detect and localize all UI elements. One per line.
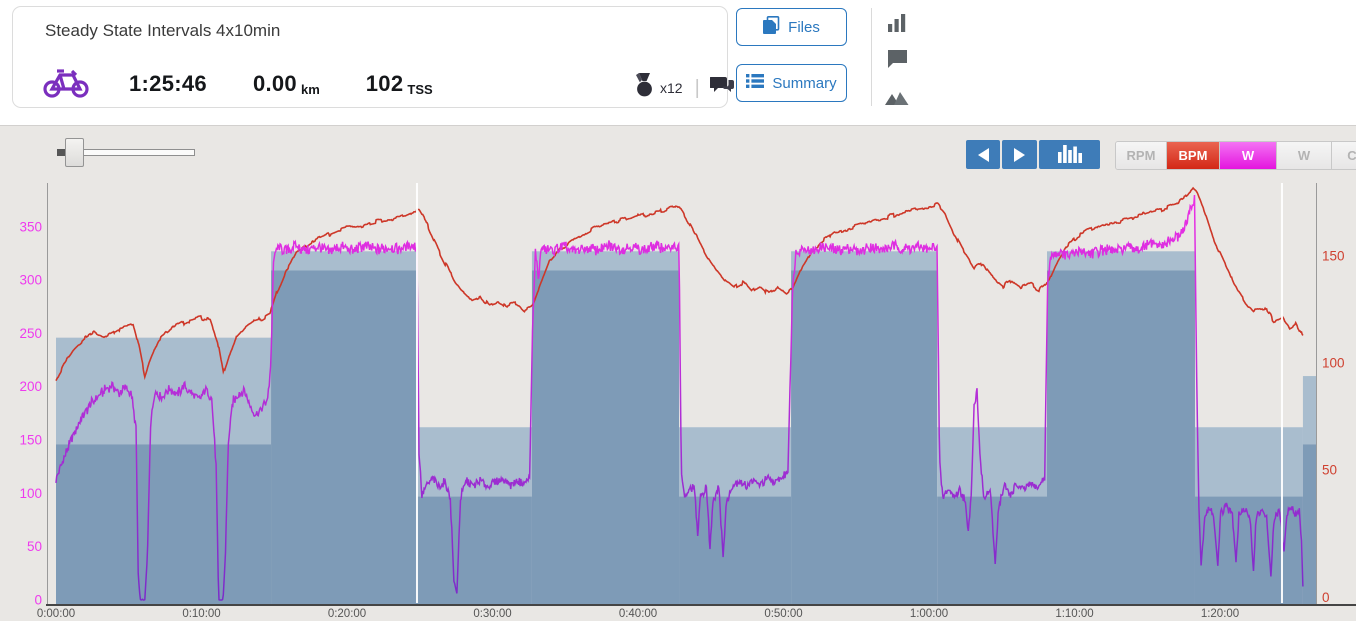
hr-axis-tick: 50 [1322, 463, 1337, 478]
comments-icon[interactable] [708, 76, 735, 100]
completion-badge: x12 | [635, 73, 735, 103]
planned-range-band [1302, 376, 1316, 445]
chart-bars-icon[interactable] [884, 10, 910, 36]
tss-value: 102 [365, 71, 404, 96]
files-icon [763, 16, 780, 38]
time-axis-tick: 1:10:00 [1055, 608, 1093, 620]
summary-button-label: Summary [772, 74, 837, 92]
files-button[interactable]: Files [736, 8, 847, 46]
time-axis-tick: 0:20:00 [328, 608, 366, 620]
planned-block [1047, 270, 1195, 604]
power-axis-tick: 200 [19, 379, 42, 394]
planned-block [271, 270, 417, 604]
duration-value: 1:25:46 [129, 71, 207, 96]
scroll-right-button[interactable] [1002, 140, 1037, 169]
time-axis-tick: 0:30:00 [473, 608, 511, 620]
time-axis-tick: 1:00:00 [910, 608, 948, 620]
header-divider [871, 8, 872, 106]
planned-range-band [56, 337, 272, 445]
planned-block [56, 444, 272, 604]
time-axis-tick: 0:40:00 [619, 608, 657, 620]
time-axis-tick: 0:10:00 [182, 608, 220, 620]
channel-toggle-w[interactable]: W [1277, 142, 1332, 169]
planned-range-band [531, 251, 680, 271]
right-arrow-icon [1014, 147, 1025, 162]
hr-axis-tick: 150 [1322, 249, 1345, 264]
files-button-label: Files [788, 18, 820, 36]
power-axis-tick: 50 [27, 539, 42, 554]
planned-block [1302, 444, 1316, 604]
planned-block [679, 496, 792, 604]
planned-block [791, 270, 938, 604]
elevation-icon[interactable] [884, 84, 910, 110]
channel-toggle-bpm[interactable]: BPM [1167, 142, 1220, 169]
hr-axis-tick: 100 [1322, 356, 1345, 371]
medal-icon [635, 73, 654, 103]
badge-count: x12 [660, 80, 683, 96]
planned-range-band [271, 251, 417, 271]
planned-range-band [1047, 251, 1195, 271]
planned-range-band [1194, 427, 1303, 497]
planned-block [531, 270, 680, 604]
histogram-icon [1057, 144, 1082, 166]
scroll-left-button[interactable] [966, 140, 1000, 169]
bike-icon [43, 65, 89, 104]
workout-header-card: Steady State Intervals 4x10min 1:25:46 0… [12, 6, 734, 108]
planned-range-band [937, 427, 1048, 497]
hr-axis-tick: 0 [1322, 590, 1330, 605]
time-axis-tick: 0:00:00 [37, 608, 75, 620]
histogram-view-button[interactable] [1039, 140, 1100, 169]
power-axis-tick: 350 [19, 219, 42, 234]
planned-range-band [791, 251, 938, 271]
channel-toggle-group: RPM BPM W W C [1115, 141, 1356, 170]
power-line [55, 194, 1304, 601]
power-axis-tick: 150 [19, 433, 42, 448]
page-title: Steady State Intervals 4x10min [45, 21, 281, 40]
zoom-slider-fill [57, 149, 69, 156]
tss-unit: TSS [407, 82, 433, 97]
power-axis-tick: 300 [19, 273, 42, 288]
heart-rate-line [55, 186, 1304, 382]
time-axis-tick: 1:20:00 [1201, 608, 1239, 620]
distance-unit: km [300, 82, 320, 97]
distance-value: 0.00 [252, 71, 297, 96]
left-arrow-icon [977, 147, 989, 162]
badge-divider: | [694, 76, 700, 99]
comment-icon[interactable] [884, 46, 910, 72]
power-axis-tick: 100 [19, 486, 42, 501]
workout-stats-row: 1:25:46 0.00 km 102 TSS [43, 63, 433, 105]
power-axis-tick: 250 [19, 326, 42, 341]
channel-toggle-rpm[interactable]: RPM [1116, 142, 1167, 169]
channel-toggle-c[interactable]: C [1332, 142, 1356, 169]
summary-list-icon [746, 73, 765, 93]
planned-block [416, 496, 532, 604]
power-axis-tick: 0 [34, 593, 42, 608]
zoom-slider-handle[interactable] [65, 138, 84, 167]
channel-toggle-w[interactable]: W [1220, 142, 1277, 169]
planned-range-band [679, 427, 792, 497]
summary-button[interactable]: Summary [736, 64, 847, 102]
time-axis-tick: 0:50:00 [764, 608, 802, 620]
